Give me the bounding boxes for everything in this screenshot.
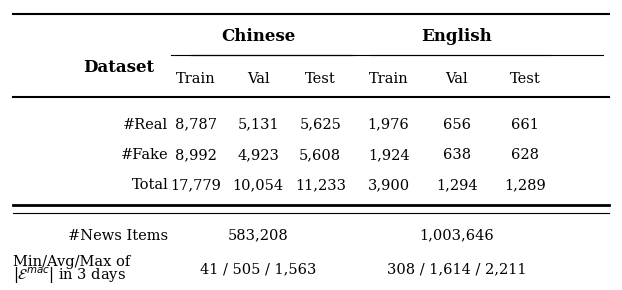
Text: 1,294: 1,294 <box>436 178 478 192</box>
Text: 3,900: 3,900 <box>368 178 410 192</box>
Text: #Fake: #Fake <box>121 148 169 162</box>
Text: 308 / 1,614 / 2,211: 308 / 1,614 / 2,211 <box>387 262 527 276</box>
Text: 583,208: 583,208 <box>228 229 289 243</box>
Text: Min/Avg/Max of: Min/Avg/Max of <box>13 255 131 269</box>
Text: English: English <box>422 28 492 45</box>
Text: 41 / 505 / 1,563: 41 / 505 / 1,563 <box>200 262 317 276</box>
Text: Val: Val <box>445 72 468 86</box>
Text: $|\mathcal{E}^{mac}|$ in 3 days: $|\mathcal{E}^{mac}|$ in 3 days <box>13 266 126 287</box>
Text: Total: Total <box>131 178 169 192</box>
Text: 1,976: 1,976 <box>368 118 409 132</box>
Text: 5,625: 5,625 <box>299 118 341 132</box>
Text: 8,787: 8,787 <box>175 118 217 132</box>
Text: Dataset: Dataset <box>83 59 154 75</box>
Text: 1,003,646: 1,003,646 <box>419 229 494 243</box>
Text: Val: Val <box>247 72 269 86</box>
Text: Test: Test <box>305 72 336 86</box>
Text: Chinese: Chinese <box>221 28 295 45</box>
Text: Test: Test <box>510 72 541 86</box>
Text: 661: 661 <box>511 118 539 132</box>
Text: 628: 628 <box>511 148 539 162</box>
Text: 11,233: 11,233 <box>295 178 346 192</box>
Text: 8,992: 8,992 <box>175 148 217 162</box>
Text: 1,924: 1,924 <box>368 148 409 162</box>
Text: 4,923: 4,923 <box>238 148 279 162</box>
Text: 656: 656 <box>443 118 471 132</box>
Text: 638: 638 <box>443 148 471 162</box>
Text: 5,608: 5,608 <box>299 148 341 162</box>
Text: 17,779: 17,779 <box>171 178 221 192</box>
Text: #News Items: #News Items <box>68 229 169 243</box>
Text: Train: Train <box>176 72 216 86</box>
Text: 10,054: 10,054 <box>233 178 284 192</box>
Text: Train: Train <box>369 72 409 86</box>
Text: 5,131: 5,131 <box>238 118 279 132</box>
Text: 1,289: 1,289 <box>504 178 546 192</box>
Text: #Real: #Real <box>123 118 169 132</box>
